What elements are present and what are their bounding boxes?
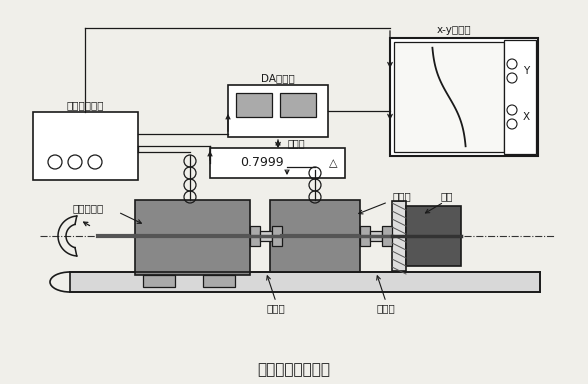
Circle shape [507, 59, 517, 69]
Circle shape [507, 73, 517, 83]
Bar [392, 201, 406, 271]
Circle shape [507, 119, 517, 129]
Bar [406, 206, 461, 266]
Text: x-y记录仪: x-y记录仪 [437, 25, 472, 35]
Text: 感应计放大器: 感应计放大器 [66, 100, 103, 110]
Circle shape [88, 155, 102, 169]
Bar [143, 275, 175, 287]
Bar [370, 231, 382, 241]
Text: 计数器: 计数器 [287, 138, 305, 148]
Text: 0.7999: 0.7999 [240, 157, 284, 169]
Bar [236, 93, 272, 117]
Circle shape [68, 155, 82, 169]
Bar [135, 200, 250, 275]
Bar [33, 112, 138, 180]
Bar [250, 226, 260, 246]
Text: 连轴器: 连轴器 [266, 303, 285, 313]
Bar [203, 275, 235, 287]
Text: △: △ [329, 158, 338, 168]
Bar [70, 272, 540, 292]
Bar [228, 85, 328, 137]
Circle shape [48, 155, 62, 169]
Text: 感应计、编码器法: 感应计、编码器法 [258, 362, 330, 377]
Bar [260, 231, 272, 241]
Text: X: X [522, 112, 530, 122]
Text: 编码器: 编码器 [393, 191, 412, 201]
Circle shape [507, 105, 517, 115]
Text: 连轴器: 连轴器 [377, 303, 395, 313]
Bar [382, 226, 392, 246]
Bar [272, 226, 282, 246]
Bar [210, 148, 345, 178]
Bar [270, 200, 360, 272]
Bar [504, 40, 536, 154]
Bar [360, 226, 370, 246]
Text: Y: Y [523, 66, 529, 76]
Text: DA转换器: DA转换器 [261, 73, 295, 83]
Text: 电机: 电机 [441, 191, 453, 201]
Text: 转矩传感器: 转矩传感器 [72, 203, 103, 213]
Bar [390, 38, 538, 156]
Bar [280, 93, 316, 117]
Bar [394, 42, 504, 152]
